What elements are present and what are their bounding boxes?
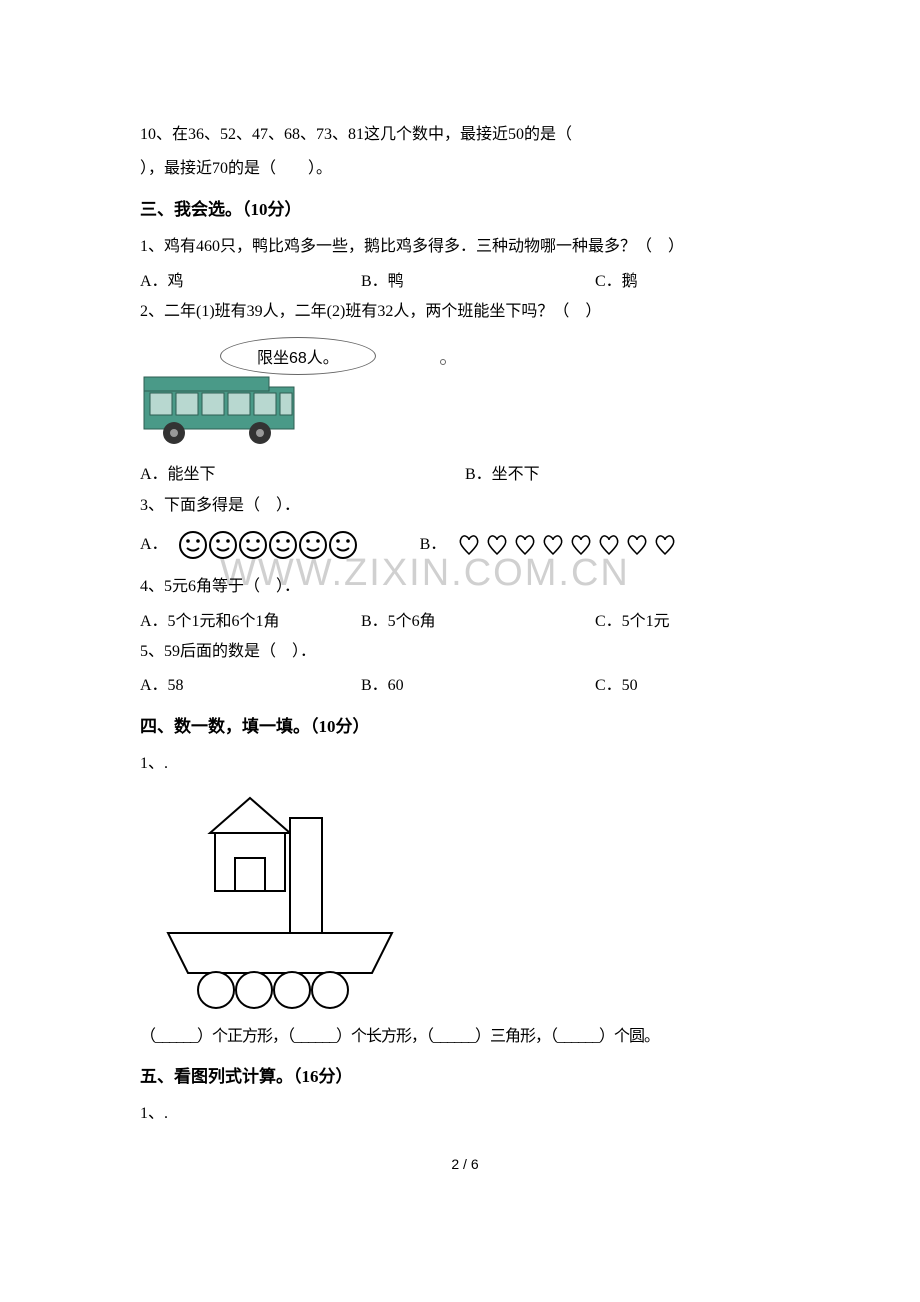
s3-q3-a-label: A．	[140, 527, 168, 562]
heart-icon	[568, 532, 594, 558]
s3-q1-choices: A．鸡 B．鸭 C．鹅	[140, 267, 790, 297]
heart-icon	[652, 532, 678, 558]
face-icon	[268, 530, 298, 560]
s3-q2-a: A．能坐下	[140, 460, 465, 490]
faces-icon-row	[178, 530, 358, 560]
bus-figure: 限坐68人。	[140, 337, 790, 452]
heart-icon	[540, 532, 566, 558]
s3-q3-b-label: B．	[420, 527, 447, 562]
s3-q5-a: A．58	[140, 671, 361, 701]
speech-bubble: 限坐68人。	[220, 337, 376, 375]
heart-icon	[484, 532, 510, 558]
heart-icon	[456, 532, 482, 558]
s3-q4-stem: 4、5元6角等于（ ）．	[140, 572, 790, 602]
face-icon	[178, 530, 208, 560]
s3-q4-choices: A．5个1元和6个1角 B．5个6角 C．5个1元	[140, 607, 790, 637]
s4-q1-answer: （______）个正方形，（______）个长方形，（______）三角形，（_…	[140, 1022, 790, 1052]
section3-heading: 三、我会选。（10分）	[140, 191, 790, 228]
heart-icon	[624, 532, 650, 558]
s3-q1-b: B．鸭	[361, 267, 595, 297]
s4-q1-stem: 1、.	[140, 749, 790, 779]
page-number: 2 / 6	[140, 1156, 790, 1172]
s3-q5-choices: A．58 B．60 C．50	[140, 671, 790, 701]
heart-icon	[596, 532, 622, 558]
s3-q3-options: A． B．	[140, 527, 790, 562]
s3-q1-stem: 1、鸡有460只，鸭比鸡多一些，鹅比鸡多得多．三种动物哪一种最多？（ ）	[140, 232, 790, 262]
heart-icon	[512, 532, 538, 558]
s3-q4-c: C．5个1元	[595, 607, 790, 637]
s3-q2-b: B．坐不下	[465, 460, 790, 490]
s3-q2-choices: A．能坐下 B．坐不下	[140, 460, 790, 490]
face-icon	[298, 530, 328, 560]
face-icon	[208, 530, 238, 560]
s3-q5-stem: 5、59后面的数是（ ）．	[140, 637, 790, 667]
s3-q2-stem: 2、二年(1)班有39人，二年(2)班有32人，两个班能坐下吗？（ ）	[140, 297, 790, 327]
face-icon	[238, 530, 268, 560]
q10-line1: 10、在36、52、47、68、73、81这几个数中，最接近50的是（	[140, 120, 790, 150]
section4-heading: 四、数一数，填一填。（10分）	[140, 708, 790, 745]
section5-heading: 五、看图列式计算。（16分）	[140, 1058, 790, 1095]
s3-q3-stem: 3、下面多得是（ ）．	[140, 491, 790, 521]
s3-q4-a: A．5个1元和6个1角	[140, 607, 361, 637]
s3-q5-b: B．60	[361, 671, 595, 701]
hearts-icon-row	[456, 532, 678, 558]
face-icon	[328, 530, 358, 560]
s3-q1-c: C．鹅	[595, 267, 790, 297]
s5-q1-stem: 1、.	[140, 1099, 790, 1129]
bubble-tail-icon	[440, 359, 446, 365]
s3-q4-b: B．5个6角	[361, 607, 595, 637]
s3-q1-a: A．鸡	[140, 267, 361, 297]
bus-icon	[140, 375, 790, 452]
q10-line2: ），最接近70的是（ ）。	[140, 154, 790, 184]
house-car-figure	[160, 788, 790, 1018]
s3-q5-c: C．50	[595, 671, 790, 701]
